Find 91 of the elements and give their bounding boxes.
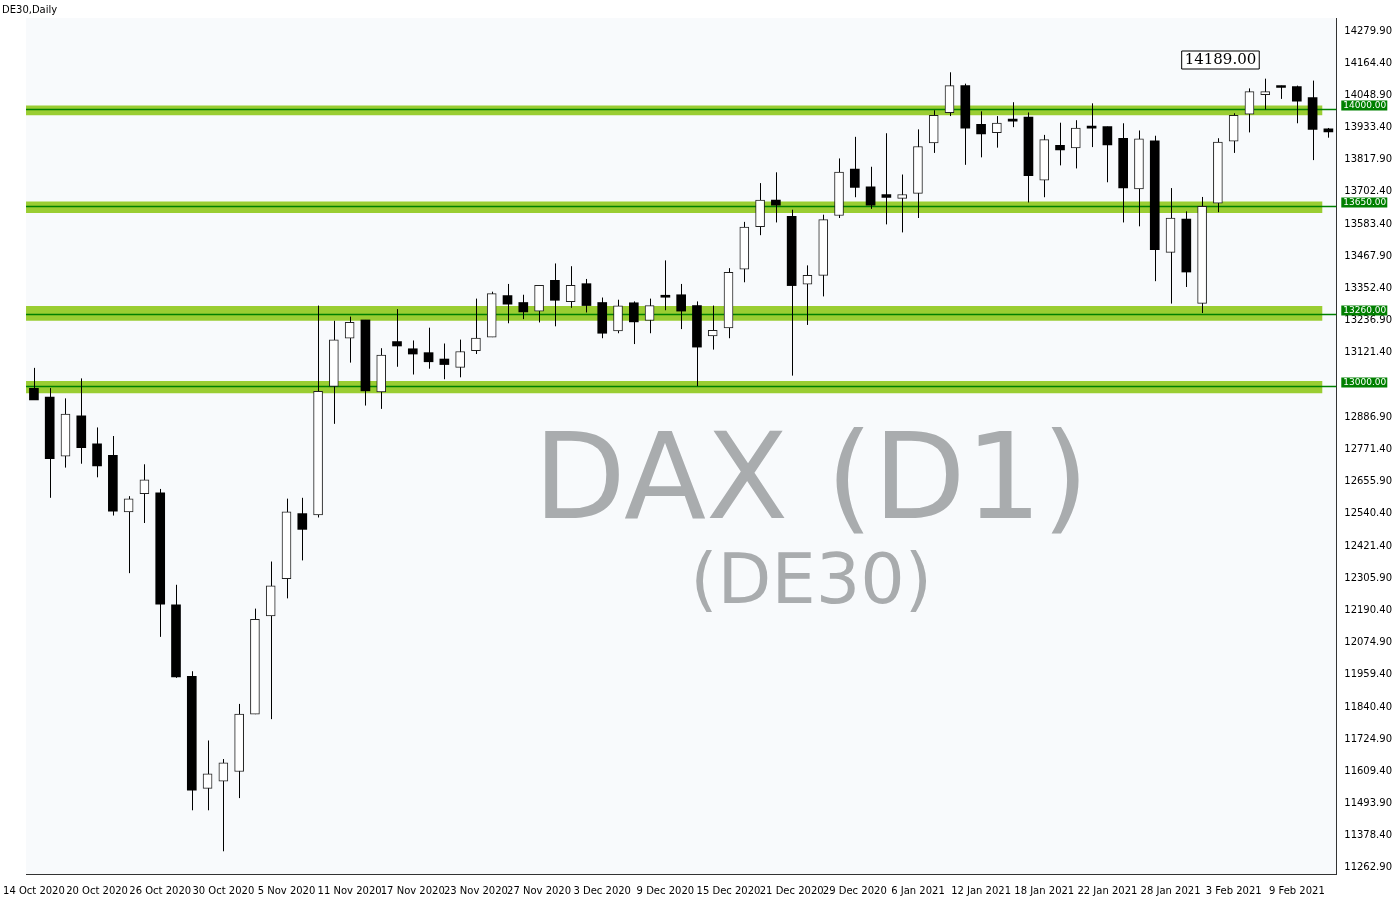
x-tick-label: 15 Dec 2020: [696, 884, 761, 896]
x-tick-label: 17 Nov 2020: [380, 884, 445, 896]
y-tick-label: 12305.90: [1344, 572, 1392, 584]
y-tick-label: 13933.40: [1344, 121, 1392, 133]
y-tick-label: 13817.90: [1344, 153, 1392, 165]
candlestick: [849, 136, 860, 198]
candlestick: [439, 343, 450, 380]
x-tick-label: 20 Oct 2020: [66, 884, 128, 896]
candlestick: [1055, 122, 1065, 166]
x-tick-label: 14 Oct 2020: [3, 884, 65, 896]
candlestick: [992, 115, 1002, 149]
chart-title: DE30,Daily: [2, 3, 58, 15]
y-tick-label: 12540.40: [1344, 507, 1392, 519]
y-tick-label: 11493.90: [1344, 797, 1392, 809]
candlestick: [644, 298, 655, 334]
candlestick: [1244, 87, 1255, 133]
candlestick: [344, 316, 355, 364]
y-tick-label: 13352.40: [1344, 282, 1392, 294]
candlestick: [707, 305, 718, 351]
candlestick: [297, 497, 308, 561]
y-tick-label: 14048.90: [1344, 89, 1392, 101]
y-tick-label: 12771.40: [1344, 443, 1392, 455]
x-tick-label: 9 Feb 2021: [1268, 884, 1325, 896]
x-tick-label: 28 Jan 2021: [1140, 884, 1201, 896]
y-tick-label: 11959.40: [1344, 668, 1392, 680]
y-tick-label: 13236.90: [1344, 314, 1392, 326]
y-tick-label: 14164.40: [1344, 57, 1392, 69]
y-tick-label: 12886.90: [1344, 411, 1392, 423]
ref-line-label: 13260.00: [1343, 304, 1387, 315]
x-tick-label: 9 Dec 2020: [636, 884, 695, 896]
x-tick-label: 23 Nov 2020: [443, 884, 508, 896]
candlestick: [29, 367, 39, 401]
candlestick: [502, 283, 513, 324]
candlestick: [628, 300, 639, 345]
x-tick-label: 5 Nov 2020: [257, 884, 316, 896]
y-tick-label: 12190.40: [1344, 604, 1392, 616]
annotation: 14189.00: [1184, 49, 1257, 68]
x-tick-label: 6 Jan 2021: [891, 884, 945, 896]
ref-line-label: 14000.00: [1343, 99, 1387, 110]
x-tick-label: 30 Oct 2020: [192, 884, 255, 896]
candlestick: [1291, 85, 1302, 124]
candlestick: [581, 278, 592, 313]
candlestick: [771, 171, 781, 223]
candlestick: [976, 110, 986, 158]
candlestick: [565, 265, 576, 309]
y-tick-label: 11262.90: [1344, 861, 1392, 873]
x-tick-label: 18 Jan 2021: [1014, 884, 1075, 896]
y-tick-label: 11609.40: [1344, 765, 1392, 777]
candlestick: [92, 426, 102, 478]
candlestick: [1086, 102, 1097, 148]
y-tick-label: 11378.40: [1344, 829, 1392, 841]
x-tick-label: 29 Dec 2020: [822, 884, 887, 896]
candlestick: [676, 283, 686, 330]
candlestick: [1070, 119, 1081, 169]
candlestick: [1260, 78, 1271, 110]
candlestick: [1102, 126, 1113, 183]
x-tick-label: 12 Jan 2021: [951, 884, 1012, 896]
candlestick: [881, 132, 892, 225]
y-tick-label: 11724.90: [1344, 733, 1392, 745]
candlestick: [897, 174, 907, 233]
candlestick: [550, 262, 560, 327]
y-tick-label: 12655.90: [1344, 475, 1392, 487]
y-tick-label: 13583.40: [1344, 218, 1392, 230]
y-tick-label: 11840.40: [1344, 701, 1392, 713]
candlestick: [471, 298, 481, 355]
candlestick: [407, 339, 418, 376]
y-tick-label: 13702.40: [1344, 185, 1392, 197]
x-tick-label: 3 Dec 2020: [573, 884, 631, 896]
ref-line-label: 13000.00: [1343, 376, 1387, 387]
candlestick: [423, 327, 434, 370]
candlestick: [865, 166, 876, 210]
candlestick: [202, 739, 213, 811]
candlestick: [139, 463, 150, 524]
candlestick: [518, 294, 529, 320]
candlestick: [802, 264, 813, 326]
x-tick-label: 11 Nov 2020: [317, 884, 382, 896]
candlestick: [660, 259, 671, 311]
y-tick-label: 14279.90: [1344, 25, 1392, 37]
x-tick-label: 27 Nov 2020: [507, 884, 572, 896]
y-tick-label: 12074.90: [1344, 636, 1392, 648]
candlestick: [455, 339, 465, 378]
ref-line-label: 13650.00: [1343, 196, 1387, 207]
y-tick-label: 13121.40: [1344, 346, 1392, 358]
x-tick-label: 22 Jan 2021: [1077, 884, 1138, 896]
y-tick-label: 12421.40: [1344, 540, 1392, 552]
x-tick-label: 3 Feb 2021: [1205, 884, 1262, 896]
candlestick: [392, 308, 402, 368]
y-tick-label: 13467.90: [1344, 250, 1392, 262]
candlestick: [218, 758, 229, 852]
x-tick-label: 21 Dec 2020: [759, 884, 824, 896]
x-tick-label: 26 Oct 2020: [129, 884, 192, 896]
